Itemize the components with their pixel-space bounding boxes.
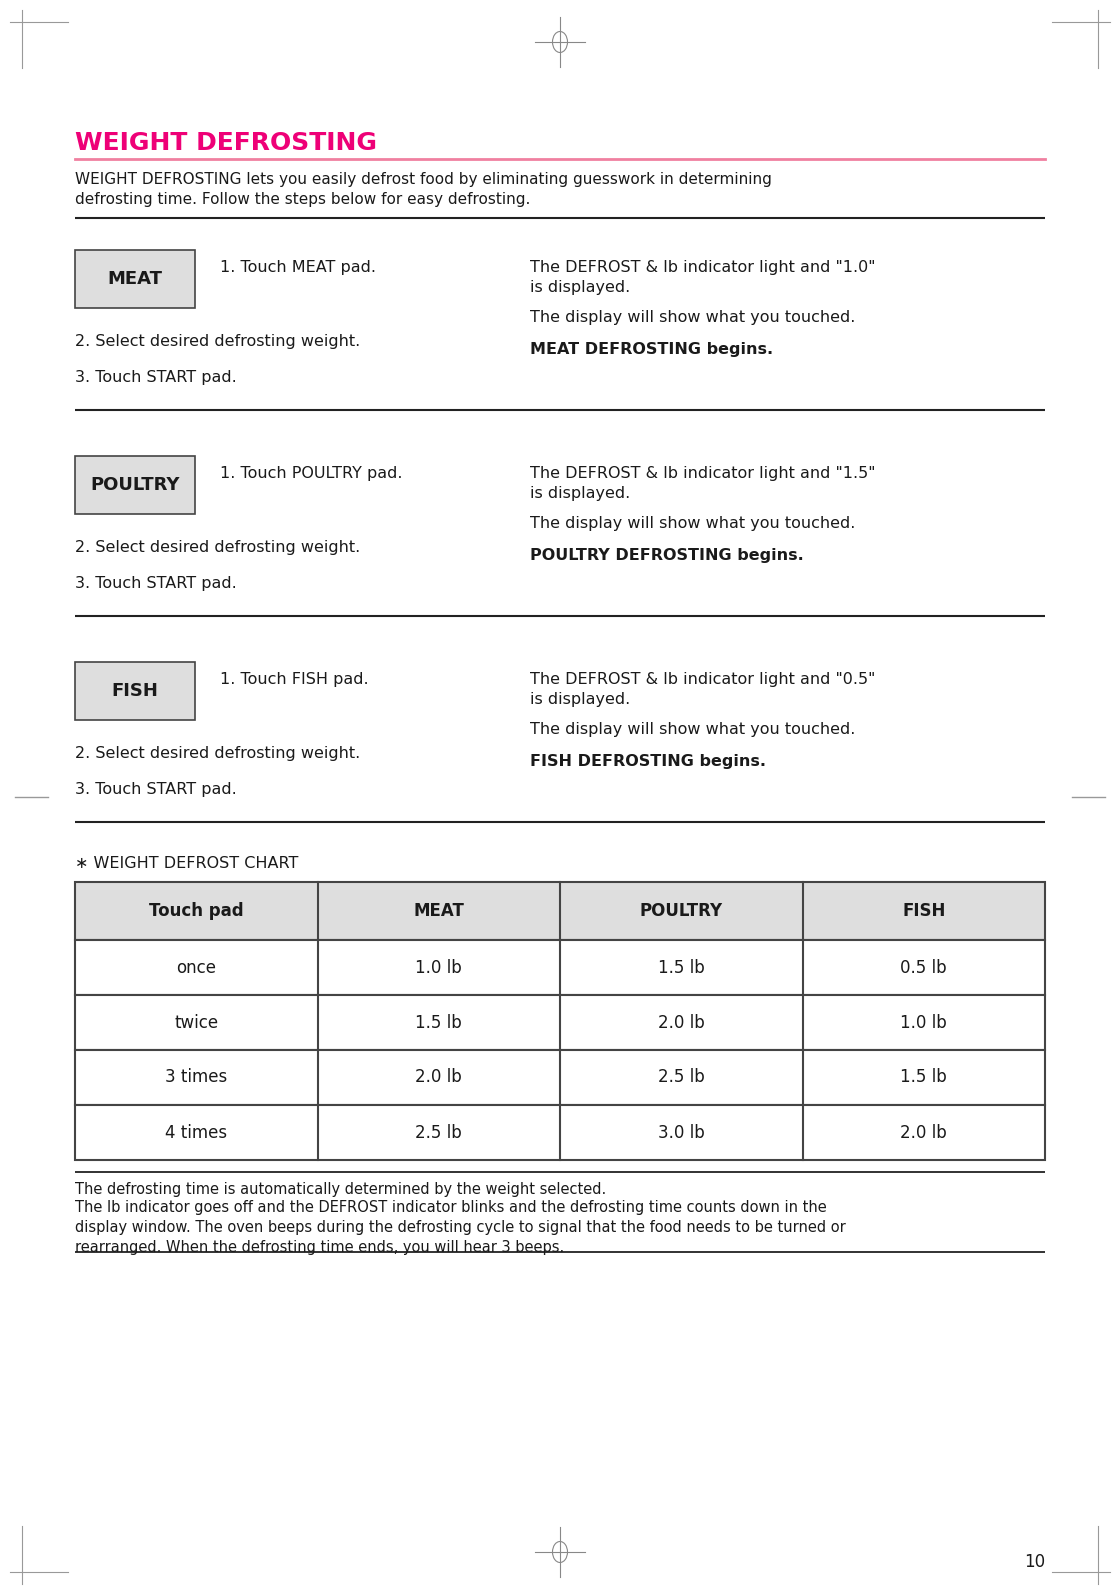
- Text: twice: twice: [175, 1014, 218, 1031]
- Text: 2. Select desired defrosting weight.: 2. Select desired defrosting weight.: [75, 540, 361, 555]
- Text: Touch pad: Touch pad: [149, 902, 243, 920]
- Text: 0.5 lb: 0.5 lb: [900, 958, 948, 977]
- FancyBboxPatch shape: [75, 662, 195, 720]
- Text: MEAT: MEAT: [413, 902, 464, 920]
- Text: FISH: FISH: [112, 682, 158, 700]
- Text: The DEFROST & lb indicator light and "0.5": The DEFROST & lb indicator light and "0.…: [530, 673, 876, 687]
- Text: is displayed.: is displayed.: [530, 281, 631, 295]
- Text: The display will show what you touched.: The display will show what you touched.: [530, 516, 856, 531]
- Text: POULTRY DEFROSTING begins.: POULTRY DEFROSTING begins.: [530, 548, 804, 563]
- Text: is displayed.: is displayed.: [530, 486, 631, 501]
- Text: FISH: FISH: [902, 902, 945, 920]
- Text: 3.0 lb: 3.0 lb: [657, 1124, 704, 1141]
- Text: 1.5 lb: 1.5 lb: [416, 1014, 463, 1031]
- Text: 2.0 lb: 2.0 lb: [416, 1068, 463, 1087]
- Text: WEIGHT DEFROSTING: WEIGHT DEFROSTING: [75, 131, 377, 155]
- FancyBboxPatch shape: [75, 881, 1045, 940]
- Text: 3. Touch START pad.: 3. Touch START pad.: [75, 783, 236, 797]
- Text: 2.0 lb: 2.0 lb: [900, 1124, 948, 1141]
- Text: The display will show what you touched.: The display will show what you touched.: [530, 722, 856, 736]
- FancyBboxPatch shape: [75, 940, 1045, 995]
- Text: 2.0 lb: 2.0 lb: [657, 1014, 704, 1031]
- Text: MEAT DEFROSTING begins.: MEAT DEFROSTING begins.: [530, 343, 773, 357]
- Text: 2.5 lb: 2.5 lb: [416, 1124, 463, 1141]
- Text: ∗ WEIGHT DEFROST CHART: ∗ WEIGHT DEFROST CHART: [75, 856, 298, 870]
- Text: 1.5 lb: 1.5 lb: [657, 958, 704, 977]
- Text: 4 times: 4 times: [165, 1124, 227, 1141]
- Text: 2. Select desired defrosting weight.: 2. Select desired defrosting weight.: [75, 746, 361, 760]
- FancyBboxPatch shape: [75, 995, 1045, 1050]
- Text: 1. Touch POULTRY pad.: 1. Touch POULTRY pad.: [220, 465, 402, 481]
- Text: is displayed.: is displayed.: [530, 692, 631, 708]
- Text: 1.0 lb: 1.0 lb: [900, 1014, 948, 1031]
- Text: once: once: [176, 958, 216, 977]
- Text: The DEFROST & lb indicator light and "1.5": The DEFROST & lb indicator light and "1.…: [530, 465, 876, 481]
- Text: 2.5 lb: 2.5 lb: [657, 1068, 704, 1087]
- Text: 3. Touch START pad.: 3. Touch START pad.: [75, 370, 236, 386]
- FancyBboxPatch shape: [75, 250, 195, 308]
- FancyBboxPatch shape: [75, 456, 195, 513]
- Text: POULTRY: POULTRY: [640, 902, 722, 920]
- Text: 10: 10: [1024, 1553, 1045, 1572]
- Text: The lb indicator goes off and the DEFROST indicator blinks and the defrosting ti: The lb indicator goes off and the DEFROS…: [75, 1200, 846, 1254]
- Text: 1.0 lb: 1.0 lb: [416, 958, 463, 977]
- FancyBboxPatch shape: [75, 1050, 1045, 1105]
- Text: POULTRY: POULTRY: [91, 477, 179, 494]
- Text: FISH DEFROSTING begins.: FISH DEFROSTING begins.: [530, 754, 766, 768]
- Text: 2. Select desired defrosting weight.: 2. Select desired defrosting weight.: [75, 335, 361, 349]
- Text: 1. Touch MEAT pad.: 1. Touch MEAT pad.: [220, 260, 376, 276]
- Text: MEAT: MEAT: [108, 269, 162, 289]
- Text: 1.5 lb: 1.5 lb: [900, 1068, 948, 1087]
- Text: WEIGHT DEFROSTING lets you easily defrost food by eliminating guesswork in deter: WEIGHT DEFROSTING lets you easily defros…: [75, 172, 772, 207]
- FancyBboxPatch shape: [75, 1105, 1045, 1160]
- Text: The display will show what you touched.: The display will show what you touched.: [530, 309, 856, 325]
- Text: 3. Touch START pad.: 3. Touch START pad.: [75, 575, 236, 591]
- Text: 3 times: 3 times: [165, 1068, 227, 1087]
- Text: The DEFROST & lb indicator light and "1.0": The DEFROST & lb indicator light and "1.…: [530, 260, 876, 276]
- Text: The defrosting time is automatically determined by the weight selected.: The defrosting time is automatically det…: [75, 1183, 606, 1197]
- Text: 1. Touch FISH pad.: 1. Touch FISH pad.: [220, 673, 368, 687]
